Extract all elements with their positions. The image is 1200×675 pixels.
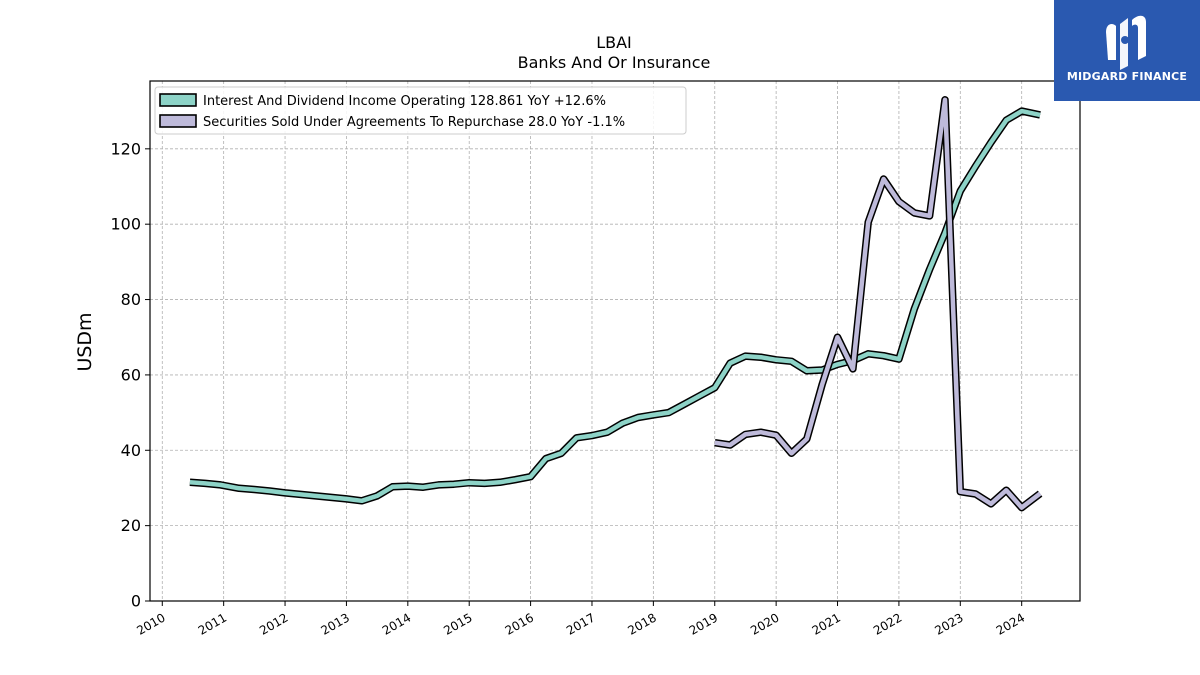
legend-label: Interest And Dividend Income Operating 1… [203,94,606,109]
series-line-outline [714,96,1043,512]
legend-swatch [159,114,197,128]
x-tick-label: 2010 [134,610,167,637]
series-line [189,108,1041,504]
y-tick-label: 20 [121,516,141,535]
x-tick-label: 2015 [441,610,474,637]
x-tick-label: 2022 [871,610,904,637]
y-tick-label: 100 [110,215,141,234]
x-tick-label: 2023 [932,610,965,637]
grid-lines [150,81,1080,602]
series-line [714,97,1042,510]
chart-title: LBAI [596,33,632,52]
legend-label: Securities Sold Under Agreements To Repu… [203,115,625,130]
x-axis: 2010 2011 2012 2013 2014 2015 2016 2017 2018 2019… [134,601,1027,638]
plot-frame [149,80,1081,602]
y-tick-label: 80 [121,290,141,309]
x-tick-label: 2011 [196,610,229,637]
plot-series [189,96,1043,512]
legend-box [154,86,687,135]
x-tick-label: 2018 [625,610,658,637]
y-axis-label: USDm [74,312,96,371]
x-tick-label: 2019 [687,610,720,637]
x-tick-label: 2016 [503,610,536,637]
x-tick-label: 2013 [318,610,351,637]
x-tick-label: 2021 [810,610,843,637]
y-tick-label: 0 [131,592,141,611]
x-tick-label: 2020 [748,610,781,637]
y-tick-label: 120 [110,139,141,158]
legend-swatch [159,93,197,107]
y-tick-label: 40 [121,441,141,460]
x-tick-label: 2012 [257,610,290,637]
x-tick-label: 2017 [564,610,597,637]
legend: Interest And Dividend Income Operating 1… [154,86,687,135]
logo-text: MIDGARD FINANCE [1066,70,1188,83]
y-axis: 0 20 40 60 80 100 120 [110,139,150,611]
brand-logo: MIDGARD FINANCE [1054,0,1200,101]
midgard-logo-icon [1106,15,1146,70]
chart-subtitle: Banks And Or Insurance [518,53,711,72]
x-tick-label: 2024 [994,610,1027,637]
x-tick-label: 2014 [380,610,413,637]
series-line-outline [189,107,1041,505]
y-tick-label: 60 [121,365,141,384]
